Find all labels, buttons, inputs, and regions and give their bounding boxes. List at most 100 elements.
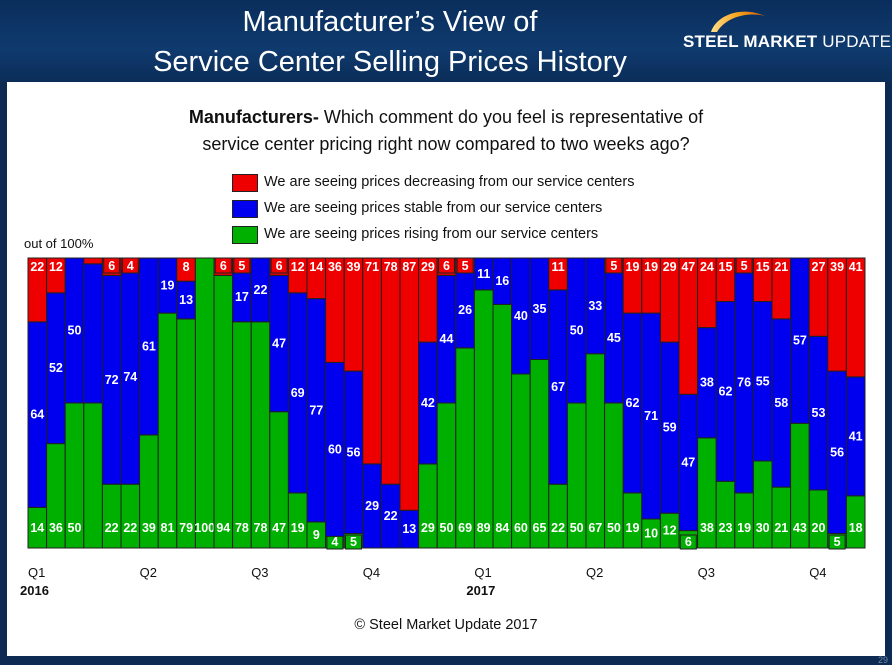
- data-label-decreasing-12: 5: [238, 259, 245, 273]
- data-label-rising-15: 19: [291, 521, 305, 535]
- data-label-decreasing-44: 39: [830, 260, 844, 274]
- data-label-decreasing-2: 12: [49, 260, 63, 274]
- bar-rising-22: [418, 463, 438, 549]
- data-label-decreasing-5: 6: [108, 259, 115, 273]
- question-line-2: service center pricing right now compare…: [202, 134, 690, 154]
- data-label-decreasing-15: 12: [291, 260, 305, 274]
- legend-label-stable: We are seeing prices stable from our ser…: [264, 200, 603, 216]
- data-label-stable-18: 56: [347, 445, 361, 459]
- survey-question: Manufacturers- Which comment do you feel…: [0, 104, 892, 158]
- data-label-rising-30: 50: [570, 521, 584, 535]
- bar-rising-5: [101, 483, 122, 549]
- logo-bold-text: STEEL MARKET: [683, 32, 818, 51]
- legend-label-decreasing: We are seeing prices decreasing from our…: [264, 174, 635, 190]
- x-tick-label-8: Q4: [809, 565, 826, 580]
- label-box-decreasing-14: [270, 257, 288, 274]
- data-label-decreasing-35: 29: [663, 260, 677, 274]
- data-label-stable-45: 41: [849, 429, 863, 443]
- question-line-1: Which comment do you feel is representat…: [318, 107, 704, 127]
- data-label-decreasing-41: 21: [774, 260, 788, 274]
- data-label-rising-13: 78: [254, 521, 268, 535]
- data-label-stable-31: 33: [588, 299, 602, 313]
- data-label-rising-35: 12: [663, 524, 677, 538]
- y-axis-label: out of 100%: [24, 236, 94, 251]
- label-box-decreasing-12: [233, 257, 251, 274]
- data-label-decreasing-14: 6: [276, 259, 283, 273]
- data-label-decreasing-17: 36: [328, 260, 342, 274]
- data-label-decreasing-24: 5: [462, 259, 469, 273]
- data-label-rising-11: 94: [216, 521, 230, 535]
- data-label-decreasing-34: 19: [644, 260, 658, 274]
- data-label-stable-23: 44: [440, 332, 454, 346]
- x-tick-label-3: Q3: [251, 565, 268, 580]
- logo-wordmark: STEEL MARKET UPDATE: [683, 32, 891, 52]
- data-label-stable-2: 52: [49, 361, 63, 375]
- data-label-decreasing-6: 4: [127, 259, 134, 273]
- bar-decreasing-21: [399, 257, 420, 511]
- data-label-rising-6: 22: [123, 521, 137, 535]
- year-label-2: 2017: [466, 583, 495, 598]
- data-label-rising-27: 60: [514, 521, 528, 535]
- data-label-decreasing-23: 6: [443, 259, 450, 273]
- bar-decreasing-44: [827, 257, 847, 372]
- data-label-stable-40: 55: [756, 374, 770, 388]
- data-label-rising-38: 23: [719, 521, 733, 535]
- data-label-stable-42: 57: [793, 334, 807, 348]
- data-label-stable-9: 13: [179, 293, 193, 307]
- data-label-decreasing-43: 27: [812, 260, 826, 274]
- data-label-decreasing-32: 5: [610, 259, 617, 273]
- data-label-rising-5: 22: [105, 521, 119, 535]
- x-tick-label-5: Q1: [474, 565, 491, 580]
- year-label-1: 2016: [20, 583, 49, 598]
- data-label-stable-5: 72: [105, 373, 119, 387]
- header-bar: Manufacturer’s View of Service Center Se…: [0, 0, 892, 82]
- data-label-decreasing-45: 41: [849, 260, 863, 274]
- bar-rising-38: [715, 480, 736, 549]
- data-label-stable-20: 22: [384, 509, 398, 523]
- data-label-rising-26: 84: [495, 521, 509, 535]
- title-line-1: Manufacturer’s View of: [242, 6, 538, 38]
- bar-decreasing-19: [362, 257, 382, 465]
- label-box-decreasing-32: [605, 257, 623, 274]
- data-label-rising-36: 6: [685, 535, 692, 549]
- x-tick-label-1: Q1: [28, 565, 45, 580]
- data-label-decreasing-39: 5: [741, 259, 748, 273]
- data-label-decreasing-37: 24: [700, 260, 714, 274]
- data-label-stable-32: 45: [607, 331, 621, 345]
- data-label-stable-28: 35: [533, 302, 547, 316]
- data-label-decreasing-33: 19: [626, 260, 640, 274]
- label-box-decreasing-11: [214, 257, 232, 274]
- data-label-rising-41: 21: [774, 521, 788, 535]
- data-label-rising-31: 67: [588, 521, 602, 535]
- data-label-decreasing-40: 15: [756, 260, 770, 274]
- label-box-decreasing-39: [735, 257, 753, 274]
- logo-light-text: UPDATE: [822, 32, 892, 51]
- data-label-rising-29: 22: [551, 521, 565, 535]
- data-label-rising-43: 20: [812, 521, 826, 535]
- data-label-stable-27: 40: [514, 309, 528, 323]
- data-label-rising-45: 18: [849, 521, 863, 535]
- bar-decreasing-18: [343, 257, 364, 372]
- data-label-stable-26: 16: [495, 274, 509, 288]
- data-label-rising-32: 50: [607, 521, 621, 535]
- data-label-decreasing-36: 47: [681, 260, 695, 274]
- data-label-rising-37: 38: [700, 521, 714, 535]
- bar-rising-4: [83, 402, 103, 549]
- x-tick-label-6: Q2: [586, 565, 603, 580]
- data-label-decreasing-16: 14: [309, 260, 323, 274]
- data-label-stable-24: 26: [458, 303, 472, 317]
- label-box-decreasing-24: [456, 257, 474, 274]
- data-label-rising-1: 14: [30, 521, 44, 535]
- bar-decreasing-36: [678, 257, 699, 395]
- question-bold: Manufacturers-: [188, 107, 319, 127]
- data-label-rising-8: 81: [161, 521, 175, 535]
- legend-label-rising: We are seeing prices rising from our ser…: [264, 226, 599, 242]
- data-label-rising-3: 50: [68, 521, 82, 535]
- data-label-stable-14: 47: [272, 337, 286, 351]
- data-label-stable-35: 59: [663, 421, 677, 435]
- bar-decreasing-4: [83, 257, 103, 265]
- data-label-stable-43: 53: [812, 406, 826, 420]
- bar-rising-6: [120, 483, 141, 549]
- bar-decreasing-45: [845, 257, 866, 378]
- legend-swatch-rising: [232, 226, 258, 244]
